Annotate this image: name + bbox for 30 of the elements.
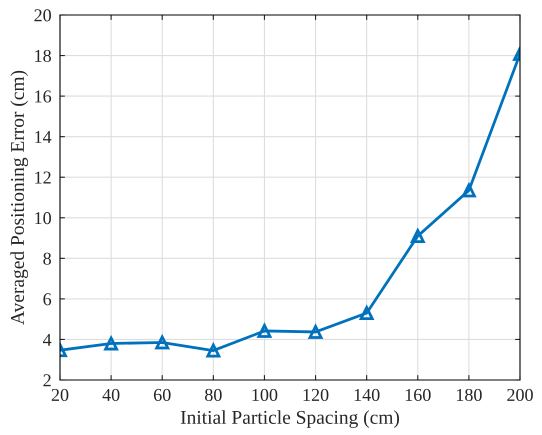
point xyxy=(308,324,322,339)
y-axis-title: Averaged Positioning Error (cm) xyxy=(10,70,28,325)
point xyxy=(360,306,374,320)
x-tick-label: 120 xyxy=(304,388,328,402)
point xyxy=(462,183,476,198)
point xyxy=(206,344,220,358)
x-tick-label: 40 xyxy=(102,388,120,402)
x-tick-label: 80 xyxy=(204,388,222,402)
y-tick-label: 14 xyxy=(35,131,52,143)
x-tick-label: 140 xyxy=(354,388,380,402)
y-tick-label: 4 xyxy=(42,334,52,346)
y-tick-label: 20 xyxy=(34,9,51,22)
y-tick-label: 8 xyxy=(43,252,51,265)
x-tick-label: 60 xyxy=(154,388,171,402)
point xyxy=(410,229,425,243)
point xyxy=(104,336,118,350)
point xyxy=(155,336,170,350)
x-axis-title: Initial Particle Spacing (cm) xyxy=(180,410,400,428)
x-tick-label: 180 xyxy=(456,388,482,402)
y-tick-label: 16 xyxy=(35,90,52,103)
x-tick-label: 20 xyxy=(52,388,68,402)
x-tick-label: 200 xyxy=(507,388,533,402)
y-tick-label: 10 xyxy=(35,212,51,224)
x-tick-label: 160 xyxy=(406,388,431,402)
y-tick-label: 18 xyxy=(35,50,51,62)
y-tick-label: 2 xyxy=(43,374,51,386)
y-tick-label: 12 xyxy=(35,172,51,184)
y-tick-label: 6 xyxy=(43,293,52,306)
point xyxy=(258,324,272,338)
x-tick-label: 100 xyxy=(252,388,278,402)
